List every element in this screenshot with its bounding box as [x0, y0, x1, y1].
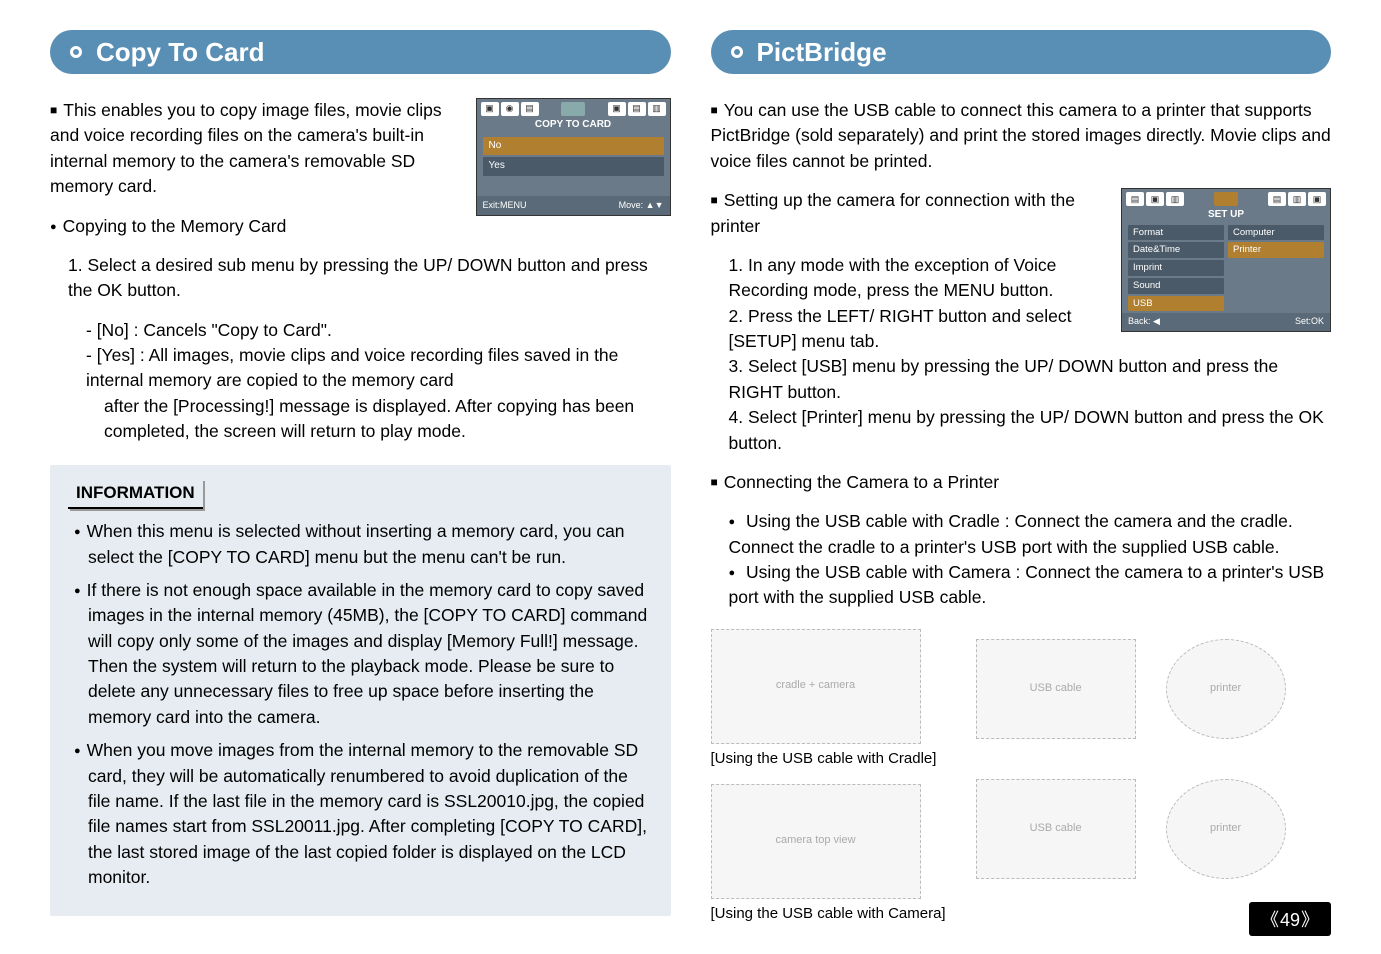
right-step4: 4. Select [Printer] menu by pressing the…: [711, 405, 1332, 456]
left-opt-yes2: after the [Processing!] message is displ…: [50, 394, 671, 445]
lcd2-right-item-printer: Printer: [1228, 242, 1324, 258]
left-column: Copy To Card ▣ ◉ ▤ ▣ ▤ ▥ COPY TO CARD No: [50, 30, 671, 924]
camera-illustration: camera top view: [711, 784, 921, 899]
right-column: PictBridge You can use the USB cable to …: [711, 30, 1332, 924]
lcd-title: COPY TO CARD: [477, 116, 670, 137]
lcd-selected-tab-icon: [561, 102, 585, 116]
caption-camera: [Using the USB cable with Camera]: [711, 903, 946, 925]
lcd2-right-item: Computer: [1228, 225, 1324, 241]
lcd2-left-item: Date&Time: [1128, 242, 1224, 258]
lcd2-icon: ▣: [1308, 192, 1326, 206]
lcd-footer: Exit:MENU Move: ▲▼: [477, 196, 670, 215]
right-sect2-heading: Connecting the Camera to a Printer: [711, 470, 1332, 495]
right-title: PictBridge: [757, 37, 887, 68]
right-title-pill: PictBridge: [711, 30, 1332, 74]
lcd-icon: ▤: [628, 102, 646, 116]
lcd2-footer: Back: ◀ Set:OK: [1122, 313, 1330, 330]
usb-cradle-label: Using the USB cable with Cradle: [746, 511, 1000, 531]
copytocard-lcd: ▣ ◉ ▤ ▣ ▤ ▥ COPY TO CARD No Yes Exit:MEN…: [476, 98, 671, 216]
setup-lcd: ▤ ▣ ▥ ▤ ▥ ▣ SET UP Format Date&Time Impr…: [1121, 188, 1331, 331]
lcd-icon: ▤: [521, 102, 539, 116]
left-opt-no: - [No] : Cancels "Copy to Card".: [50, 318, 671, 343]
lcd-icon: ▣: [608, 102, 626, 116]
usb-cable-illustration: USB cable: [976, 779, 1136, 879]
lcd-footer-left: Exit:MENU: [483, 199, 527, 212]
usb-cradle-line: Using the USB cable with Cradle : Connec…: [711, 509, 1332, 560]
page-number: 49: [1249, 902, 1331, 936]
lcd2-title: SET UP: [1122, 206, 1330, 225]
lcd2-icon: ▣: [1146, 192, 1164, 206]
information-title: INFORMATION: [68, 479, 203, 510]
lcd2-icon: ▥: [1166, 192, 1184, 206]
lcd-icon-row: ▣ ◉ ▤ ▣ ▤ ▥: [477, 99, 670, 116]
lcd2-icon: ▥: [1288, 192, 1306, 206]
lcd2-left-item: Format: [1128, 225, 1224, 241]
usb-camera-line: Using the USB cable with Camera : Connec…: [711, 560, 1332, 611]
usb-camera-label: Using the USB cable with Camera: [746, 562, 1011, 582]
left-title: Copy To Card: [96, 37, 265, 68]
printer-illustration: printer: [1166, 779, 1286, 879]
title-bullet-icon: [731, 46, 743, 58]
illustration-row: cradle + camera [Using the USB cable wit…: [711, 629, 1332, 925]
lcd-footer-right: Move: ▲▼: [619, 199, 664, 212]
lcd2-icon: ▤: [1126, 192, 1144, 206]
left-opt-yes1: - [Yes] : All images, movie clips and vo…: [50, 343, 671, 394]
lcd2-footer-left: Back: ◀: [1128, 315, 1160, 328]
left-bullet-heading: Copying to the Memory Card: [50, 214, 671, 239]
lcd2-left-item: Sound: [1128, 278, 1224, 294]
lcd-row-yes: Yes: [483, 157, 664, 176]
cradle-illustration: cradle + camera: [711, 629, 921, 744]
usb-cable-illustration: USB cable: [976, 639, 1136, 739]
information-box: INFORMATION When this menu is selected w…: [50, 465, 671, 917]
info-item: When this menu is selected without inser…: [68, 519, 653, 570]
info-item: If there is not enough space available i…: [68, 578, 653, 730]
lcd2-icon-row: ▤ ▣ ▥ ▤ ▥ ▣: [1122, 189, 1330, 206]
lcd-icon: ▣: [481, 102, 499, 116]
lcd2-selected-tab-icon: [1214, 192, 1238, 206]
lcd2-left-item-usb: USB: [1128, 296, 1224, 312]
left-step1: 1. Select a desired sub menu by pressing…: [50, 253, 671, 304]
info-item: When you move images from the internal m…: [68, 738, 653, 890]
left-title-pill: Copy To Card: [50, 30, 671, 74]
lcd-icon: ◉: [501, 102, 519, 116]
lcd-row-no: No: [483, 137, 664, 156]
right-step3: 3. Select [USB] menu by pressing the UP/…: [711, 354, 1332, 405]
lcd-icon: ▥: [648, 102, 666, 116]
right-intro: You can use the USB cable to connect thi…: [711, 98, 1332, 174]
lcd2-left-item: Imprint: [1128, 260, 1224, 276]
caption-cradle: [Using the USB cable with Cradle]: [711, 748, 946, 770]
printer-illustration: printer: [1166, 639, 1286, 739]
lcd2-footer-right: Set:OK: [1295, 315, 1324, 328]
lcd2-icon: ▤: [1268, 192, 1286, 206]
title-bullet-icon: [70, 46, 82, 58]
